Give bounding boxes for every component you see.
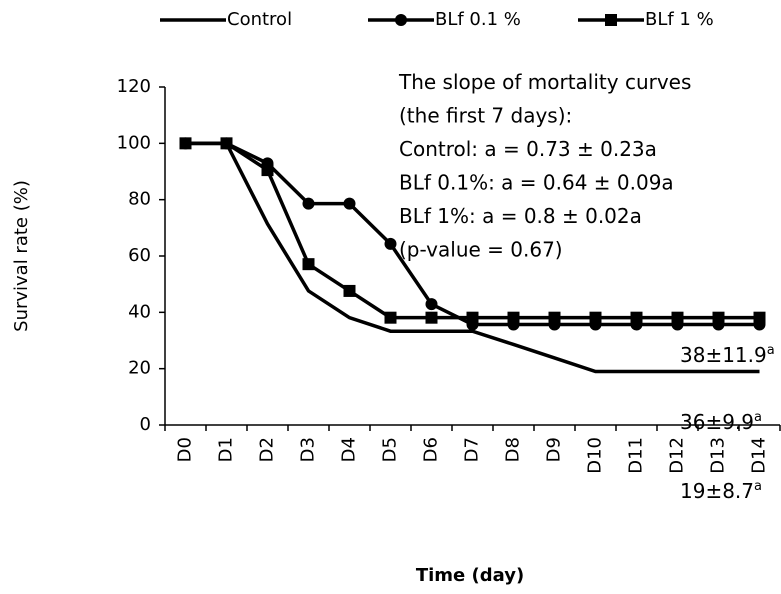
end-label-text: 38±11.9 xyxy=(680,343,767,367)
x-tick-label: D2 xyxy=(257,437,278,462)
x-tick-label: D1 xyxy=(216,437,237,462)
annotation: BLf 1%: a = 0.8 ± 0.02a xyxy=(399,204,642,228)
point-marker xyxy=(343,284,356,297)
point-marker xyxy=(343,197,356,210)
series-line xyxy=(185,141,760,374)
x-tick-label: D10 xyxy=(585,437,606,474)
x-tick-label: D12 xyxy=(667,437,688,474)
end-label: 36±9.9a xyxy=(680,410,762,434)
point-marker xyxy=(220,137,233,150)
point-marker xyxy=(466,311,479,324)
point-marker xyxy=(425,298,438,311)
end-label-sup: a xyxy=(754,410,762,425)
annotation: (p-value = 0.67) xyxy=(399,238,563,262)
legend-label: Control xyxy=(227,9,292,30)
point-marker xyxy=(507,311,520,324)
end-label-sup: a xyxy=(767,343,775,358)
x-tick-label: D9 xyxy=(544,437,565,462)
point-marker xyxy=(589,311,602,324)
point-marker xyxy=(671,311,684,324)
point-marker xyxy=(302,258,315,271)
legend-marker xyxy=(605,14,617,26)
y-tick-label: 80 xyxy=(128,189,151,210)
x-tick-label: D13 xyxy=(708,437,729,474)
point-marker xyxy=(425,311,438,324)
point-marker xyxy=(630,311,643,324)
end-label-text: 36±9.9 xyxy=(680,410,754,434)
x-tick-label: D3 xyxy=(298,437,319,462)
annotation: BLf 0.1%: a = 0.64 ± 0.09a xyxy=(399,171,674,195)
point-marker xyxy=(753,311,766,324)
end-label: 38±11.9a xyxy=(680,343,775,367)
x-axis-label: Time (day) xyxy=(416,565,524,586)
x-tick-label: D14 xyxy=(749,437,770,474)
legend-label: BLf 1 % xyxy=(645,9,714,30)
x-tick-label: D11 xyxy=(626,437,647,474)
x-tick-label: D5 xyxy=(380,437,401,462)
x-tick-label: D4 xyxy=(339,437,360,462)
x-tick-label: D8 xyxy=(503,437,524,462)
point-marker xyxy=(384,237,397,250)
y-tick-label: 0 xyxy=(140,414,151,435)
end-label-text: 19±8.7 xyxy=(680,479,754,503)
end-label: 19±8.7a xyxy=(680,479,762,503)
y-axis-label: Survival rate (%) xyxy=(11,180,32,332)
x-tick-label: D0 xyxy=(175,437,196,462)
legend-marker xyxy=(395,14,407,26)
x-tick-label: D6 xyxy=(421,437,442,462)
y-tick-label: 120 xyxy=(117,76,151,97)
end-label-sup: a xyxy=(754,479,762,494)
point-marker xyxy=(261,164,274,177)
x-tick-label: D7 xyxy=(462,437,483,462)
y-tick-label: 20 xyxy=(128,358,151,379)
y-tick-label: 60 xyxy=(128,245,151,266)
annotation: Control: a = 0.73 ± 0.23a xyxy=(399,137,657,161)
point-marker xyxy=(712,311,725,324)
point-marker xyxy=(302,197,315,210)
y-tick-label: 40 xyxy=(128,301,151,322)
annotation: The slope of mortality curves xyxy=(398,70,691,94)
point-marker xyxy=(384,311,397,324)
annotation: (the first 7 days): xyxy=(399,104,572,128)
point-marker xyxy=(548,311,561,324)
y-tick-label: 100 xyxy=(117,132,151,153)
legend-label: BLf 0.1 % xyxy=(435,9,521,30)
point-marker xyxy=(179,137,192,150)
